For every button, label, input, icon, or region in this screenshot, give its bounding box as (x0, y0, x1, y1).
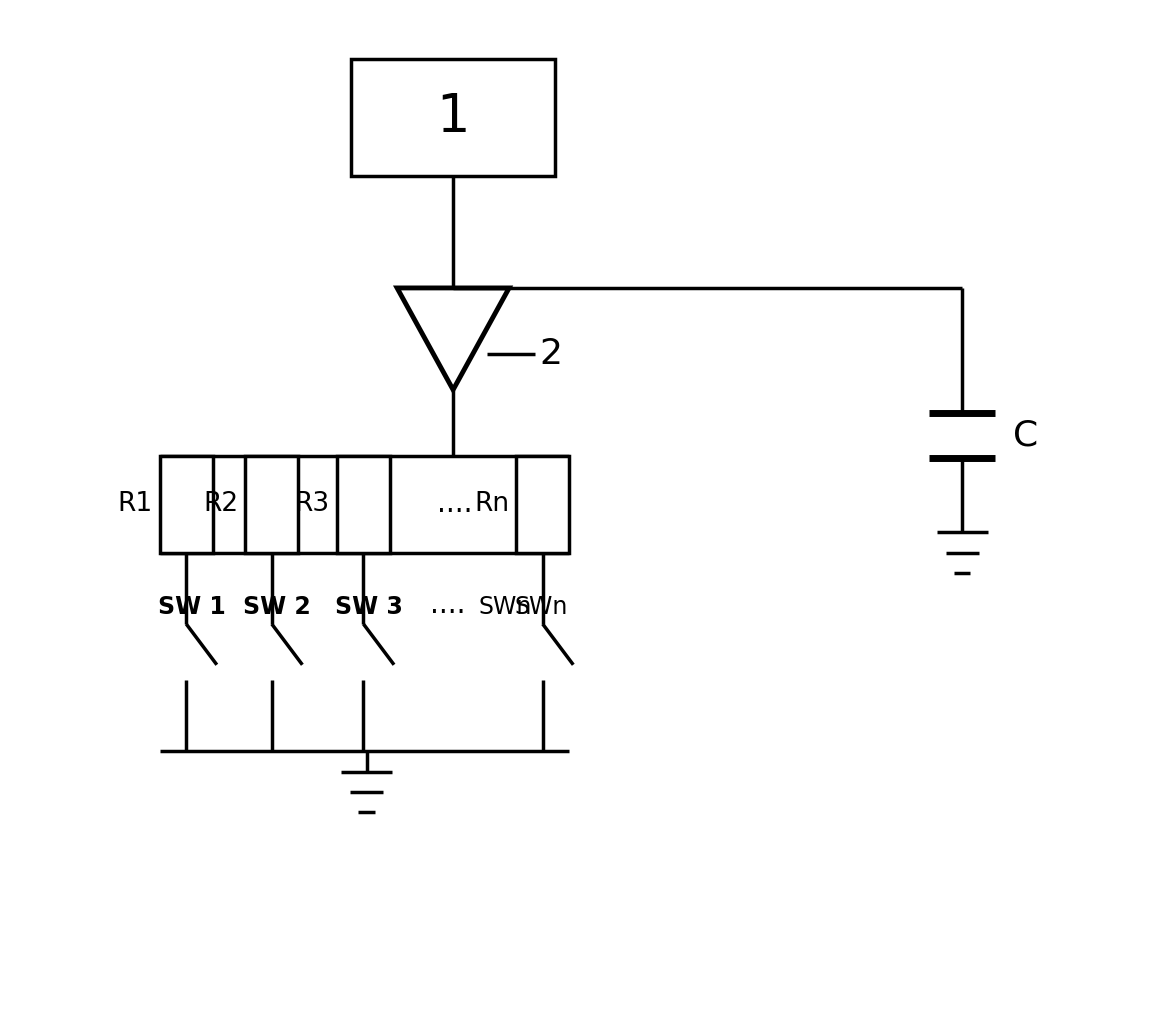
Bar (159, 456, 213, 553)
Text: SW 3: SW 3 (335, 595, 403, 618)
Text: Rn: Rn (474, 492, 509, 517)
Text: ....: .... (430, 591, 466, 618)
Text: SW 2: SW 2 (244, 595, 311, 618)
Text: R2: R2 (203, 492, 238, 517)
Text: R3: R3 (295, 492, 330, 517)
Bar (351, 58, 555, 176)
Text: 1: 1 (437, 91, 470, 143)
Text: SWn: SWn (514, 595, 568, 618)
Text: SW 1: SW 1 (158, 595, 226, 618)
Text: ....: .... (438, 490, 473, 518)
Text: C: C (1013, 419, 1039, 453)
Text: R1: R1 (117, 492, 152, 517)
Bar (246, 456, 299, 553)
Bar (516, 456, 569, 553)
Bar (337, 456, 390, 553)
Text: 2: 2 (540, 337, 563, 371)
Text: SWn: SWn (479, 595, 532, 618)
